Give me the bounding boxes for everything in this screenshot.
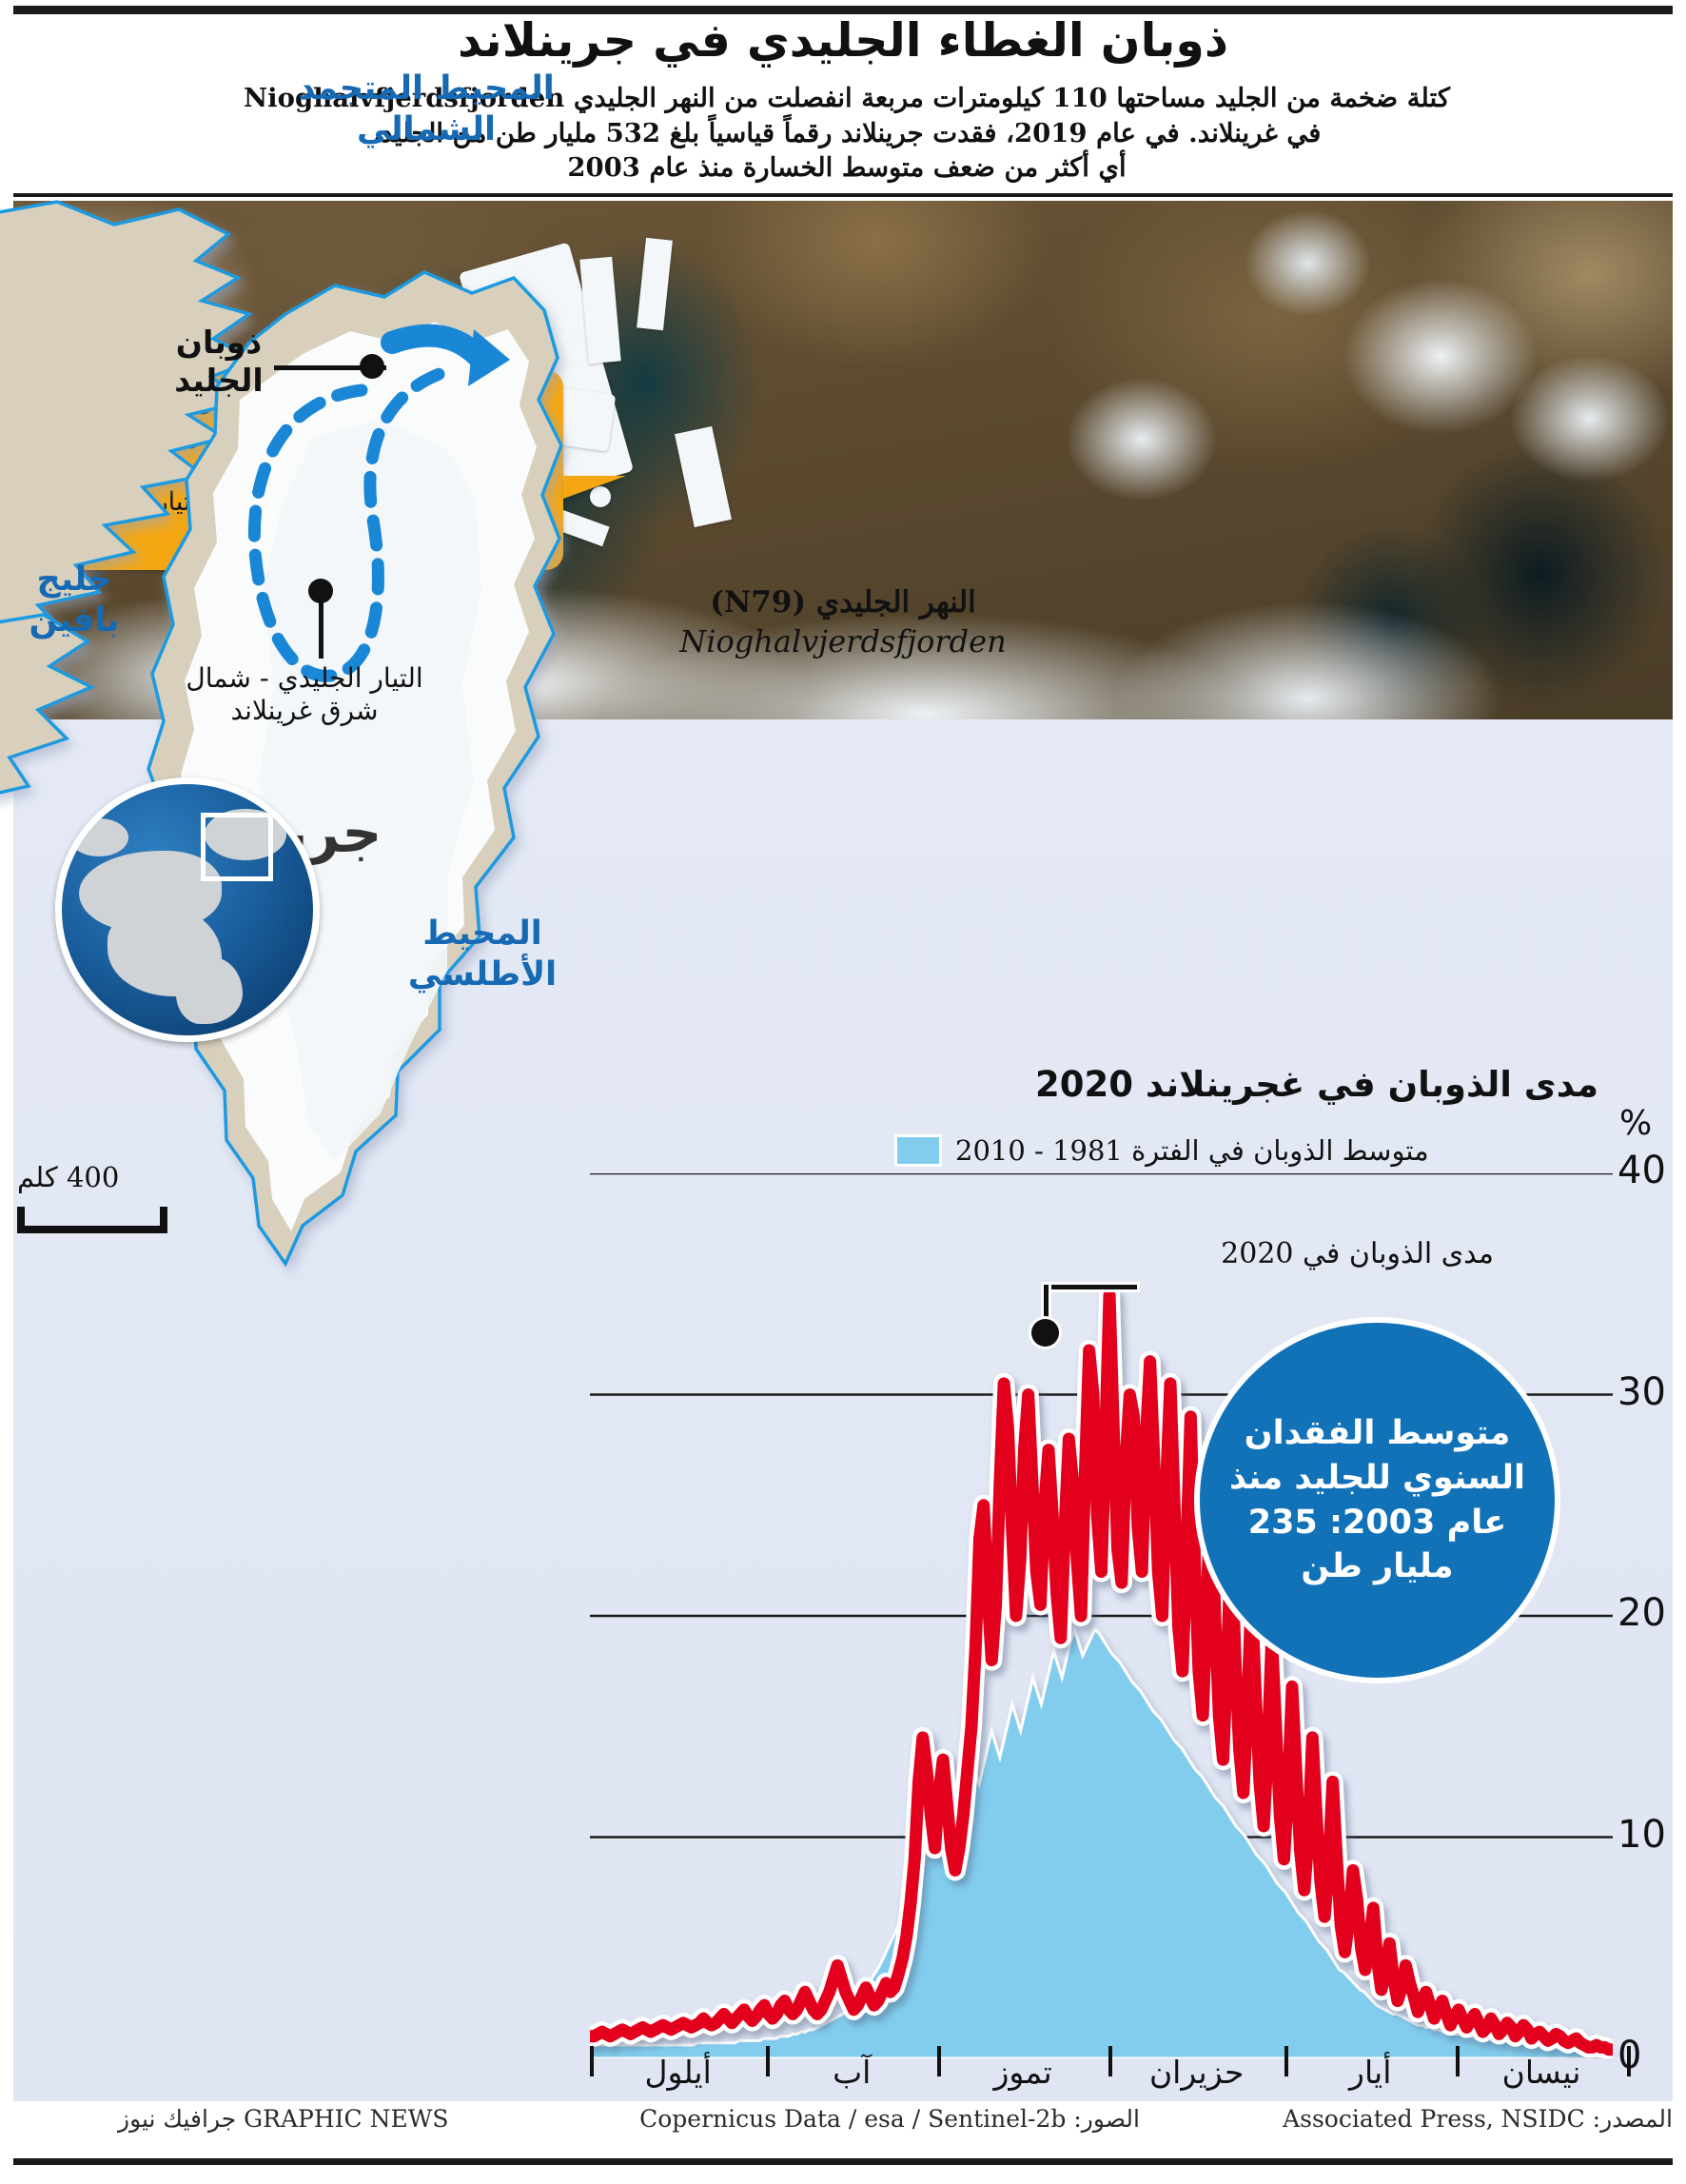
map-scale-tick-left — [17, 1207, 25, 1233]
footer: المصدر: Associated Press, NSIDC الصور: C… — [13, 2105, 1673, 2162]
y-axis-unit: % — [1619, 1104, 1653, 1143]
average-melt-area — [590, 1623, 1613, 2058]
chart-annotation-2020: مدى الذوبان في 2020 — [1221, 1237, 1494, 1270]
map-label-ice-stream: التيار الجليدي - شمال شرق غرينلاند — [186, 662, 423, 727]
x-axis-tick — [766, 2046, 771, 2076]
legend-label-average: متوسط الذوبان في الفترة 1981 - 2010 — [955, 1134, 1429, 1167]
ice-stream-leader-line — [319, 592, 323, 659]
y-axis-tick-label: 30 — [1617, 1369, 1666, 1414]
standfirst-line-1: كتلة ضخمة من الجليد مساحتها 110 كيلومترا… — [244, 83, 1450, 113]
footer-images-credit: الصور: Copernicus Data / esa / Sentinel-… — [639, 2105, 1140, 2133]
x-axis-tick — [1284, 2046, 1289, 2076]
y-axis-tick-label: 20 — [1617, 1591, 1666, 1635]
footer-brand: GRAPHIC NEWS جرافيك نيوز — [118, 2105, 449, 2133]
x-axis-tick — [1627, 2046, 1631, 2076]
photo-caption-arabic: النهر الجليدي (N79) — [710, 585, 976, 620]
map-scale-tick-right — [160, 1207, 167, 1233]
annual-ice-loss-callout: متوسط الفقدان السنوي للجليد منذ عام 2003… — [1194, 1317, 1560, 1683]
map-label-atlantic-ocean: المحيط الأطلسي — [407, 915, 558, 994]
y-axis-tick-label: 40 — [1617, 1149, 1666, 1192]
x-axis-tick — [1108, 2046, 1112, 2076]
melt-2020-line-path — [590, 1289, 1613, 2056]
annotation-leader-horizontal — [1044, 1285, 1137, 1289]
x-axis-month-label: أيار — [1349, 2054, 1392, 2091]
chart-title: مدى الذوبان في غجرينلاند 2020 — [1035, 1064, 1598, 1105]
photo-caption: النهر الجليدي (N79) Nioghalvjerdsfjorden — [13, 585, 1673, 659]
x-axis-ticks — [590, 2046, 1631, 2076]
page-title: ذوبان الغطاء الجليدي في جرينلاند — [458, 13, 1228, 68]
melt-2020-line — [590, 1284, 1613, 2058]
header-divider — [13, 193, 1673, 197]
locator-box-icon — [201, 813, 273, 881]
x-axis-tick — [937, 2046, 942, 2076]
greenland-map: المحيط المتجمد الشمالي خليج بافين المحيط… — [0, 57, 609, 1380]
legend-swatch-average — [894, 1134, 942, 1167]
x-axis-month-label: حزيران — [1148, 2054, 1245, 2091]
ice-melt-leader-line — [274, 365, 386, 370]
x-axis-tick — [1456, 2046, 1461, 2076]
standfirst-line-3: أي أكثر من ضعف متوسط الخسارة منذ عام 200… — [567, 152, 1127, 184]
ice-melt-marker-dot — [360, 354, 384, 379]
map-label-ice-melt: ذوبان الجليد — [174, 324, 264, 400]
x-axis-month-label: أيلول — [644, 2054, 712, 2091]
x-axis-labels: نيسان أيار حزيران تموز آب أيلول — [590, 2054, 1627, 2111]
photo-caption-latin: Nioghalvjerdsfjorden — [679, 623, 1007, 659]
average-melt-area-path — [590, 1623, 1613, 2058]
footer-source: المصدر: Associated Press, NSIDC — [1283, 2105, 1673, 2133]
map-label-arctic-ocean: المحيط المتجمد الشمالي — [298, 69, 555, 148]
standfirst: كتلة ضخمة من الجليد مساحتها 110 كيلومترا… — [57, 81, 1637, 186]
annotation-leader-vertical — [1044, 1285, 1049, 1328]
globe-landmass — [69, 818, 128, 856]
callout-pointer — [563, 476, 626, 499]
y-axis-labels: 010203040 — [1617, 1142, 1686, 2077]
map-scale-bar — [17, 1226, 167, 1233]
standfirst-line-2: في غرينلاند. في عام 2019، فقدت جرينلاند … — [372, 117, 1322, 148]
map-scale-label: 400 كلم — [17, 1161, 120, 1193]
footer-rule — [13, 2158, 1673, 2165]
x-axis-month-label: تموز — [993, 2054, 1052, 2091]
top-rule — [13, 6, 1673, 14]
globe-landmass — [176, 957, 243, 1024]
annotation-peak-dot — [1031, 1319, 1059, 1347]
ice-stream-marker-dot — [308, 579, 333, 603]
map-label-baffin-bay: خليج بافين — [29, 561, 120, 639]
x-axis-month-label: نيسان — [1501, 2054, 1581, 2091]
globe-locator-inset — [55, 777, 320, 1042]
x-axis-tick — [590, 2046, 594, 2076]
greenland-landmass — [147, 270, 563, 1268]
y-axis-tick-label: 10 — [1617, 1812, 1666, 1857]
x-axis-month-label: آب — [833, 2054, 872, 2091]
chart-legend: متوسط الذوبان في الفترة 1981 - 2010 — [894, 1134, 1598, 1167]
